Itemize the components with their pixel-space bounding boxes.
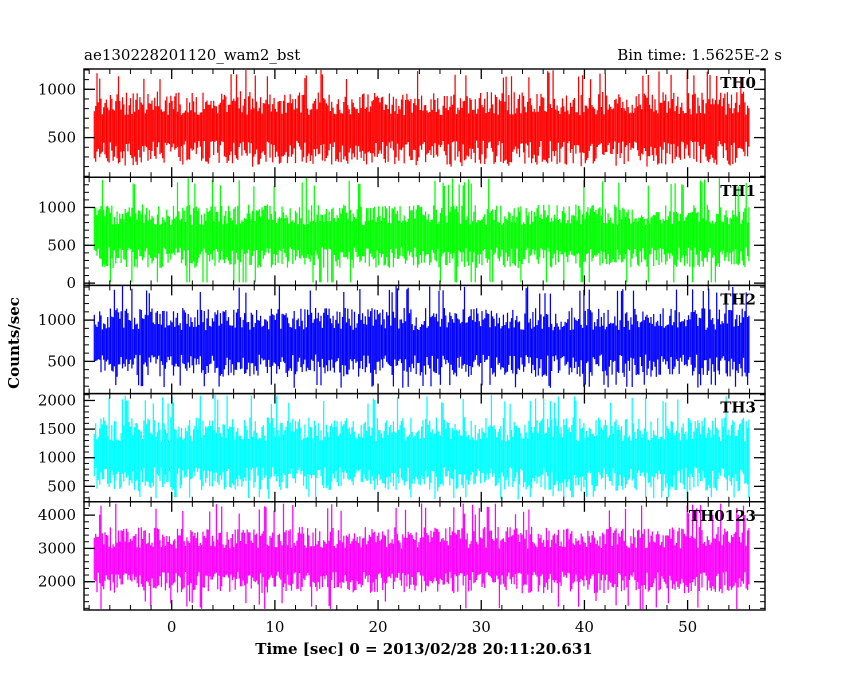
series-trace-th3 (93, 394, 750, 500)
y-axis-label: Counts/sec (5, 297, 23, 389)
y-tick-label: 500 (47, 352, 76, 370)
panel-label-th2: TH2 (720, 290, 756, 308)
y-tick-label: 500 (47, 236, 76, 254)
left-title: ae130228201120_wam2_bst (84, 46, 300, 64)
panel-label-th3: TH3 (720, 399, 756, 417)
series-trace-th2 (93, 285, 750, 388)
series-trace-th0123 (93, 503, 750, 610)
y-tick-label: 2000 (38, 391, 76, 409)
panel-label-th0: TH0 (720, 74, 756, 92)
y-tick-label: 1000 (38, 449, 76, 467)
y-tick-label: 1000 (38, 311, 76, 329)
series-trace-th1 (93, 178, 750, 283)
y-tick-label: 2000 (38, 573, 76, 591)
panels-group: TH05001000TH105001000TH25001000TH3500100… (38, 68, 766, 636)
series-trace-th0 (93, 70, 750, 167)
x-tick-label: 30 (472, 618, 491, 636)
y-tick-label: 1000 (38, 80, 76, 98)
y-tick-label: 500 (47, 477, 76, 495)
panel-label-th0123: TH0123 (689, 507, 756, 525)
y-tick-label: 1500 (38, 420, 76, 438)
x-tick-label: 50 (678, 618, 697, 636)
y-tick-label: 0 (66, 274, 76, 292)
x-tick-label: 10 (265, 618, 284, 636)
x-tick-label: 0 (167, 618, 177, 636)
x-tick-label: 20 (369, 618, 388, 636)
panel-frame-th0123 (83, 501, 766, 611)
x-axis-label: Time [sec] 0 = 2013/02/28 20:11:20.631 (255, 640, 592, 658)
x-tick-label: 40 (575, 618, 594, 636)
y-tick-label: 4000 (38, 506, 76, 524)
y-tick-label: 3000 (38, 539, 76, 557)
panel-label-th1: TH1 (720, 182, 756, 200)
y-tick-label: 500 (47, 129, 76, 147)
y-tick-label: 1000 (38, 198, 76, 216)
right-title: Bin time: 1.5625E-2 s (617, 46, 782, 64)
